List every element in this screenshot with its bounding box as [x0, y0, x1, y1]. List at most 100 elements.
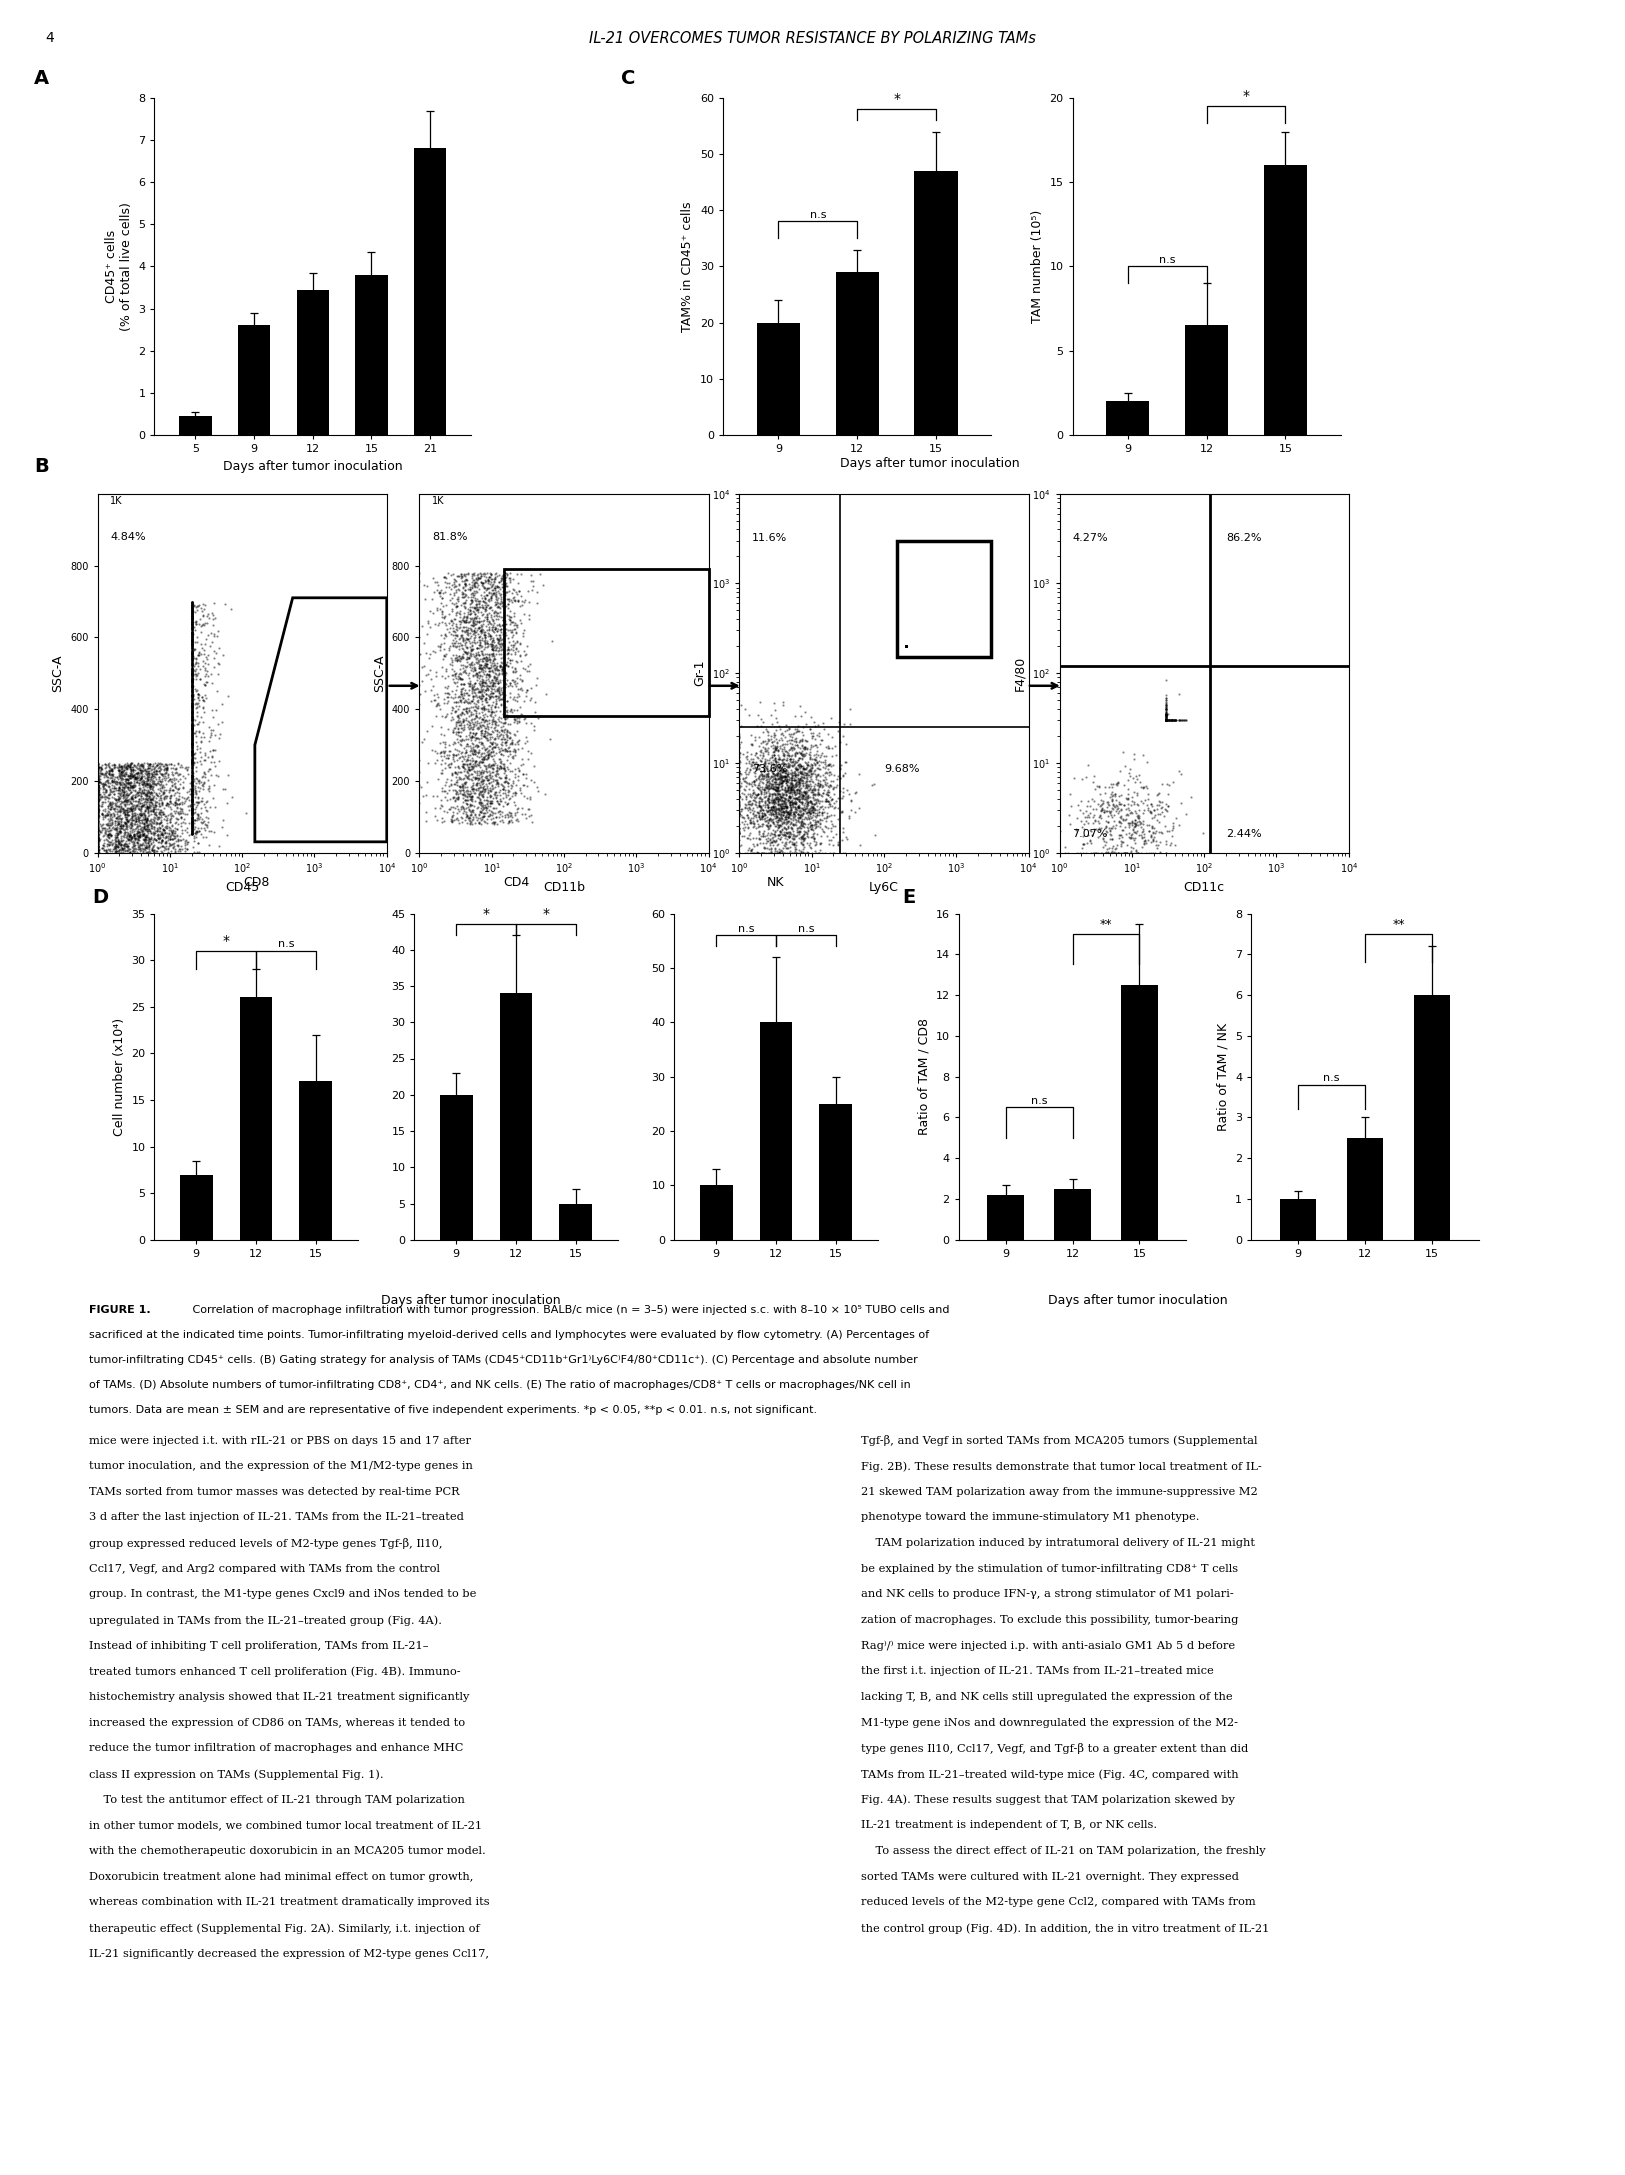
Point [491, 746, 517, 781]
Point [471, 616, 497, 650]
Point [1154, 703, 1180, 737]
Point [119, 748, 145, 783]
Point [785, 761, 811, 796]
Point [1159, 703, 1185, 737]
Point [465, 635, 491, 670]
Point [461, 626, 487, 661]
Point [1152, 809, 1178, 844]
Point [463, 563, 489, 598]
Point [453, 676, 479, 711]
Point [497, 561, 523, 596]
Point [1154, 703, 1180, 737]
Point [772, 781, 798, 816]
Point [159, 826, 185, 861]
Point [179, 635, 205, 670]
Point [1154, 703, 1180, 737]
Point [1162, 703, 1188, 737]
Point [84, 800, 111, 835]
Point [112, 794, 138, 829]
Point [450, 622, 476, 657]
Point [167, 794, 193, 829]
Point [125, 818, 151, 853]
Point [135, 831, 161, 866]
Point [492, 705, 518, 740]
Point [1154, 703, 1180, 737]
Point [104, 800, 130, 835]
Point [457, 600, 483, 635]
Point [1154, 703, 1180, 737]
Point [434, 611, 460, 646]
Point [1154, 703, 1180, 737]
Point [1154, 703, 1180, 737]
Point [133, 763, 159, 798]
Point [774, 787, 800, 822]
Point [1154, 703, 1180, 737]
Point [112, 779, 138, 813]
Point [463, 598, 489, 633]
Point [179, 657, 205, 692]
Point [476, 596, 502, 631]
Point [99, 748, 125, 783]
Point [461, 737, 487, 772]
Point [114, 750, 140, 785]
Point [759, 740, 785, 774]
Point [474, 646, 500, 681]
Point [218, 592, 244, 626]
Point [483, 776, 509, 811]
Point [757, 822, 783, 857]
Point [136, 820, 162, 855]
Point [484, 785, 510, 820]
Point [476, 757, 502, 792]
Point [1154, 703, 1180, 737]
Point [179, 800, 205, 835]
Point [484, 750, 510, 785]
Point [465, 709, 491, 744]
Point [1154, 703, 1180, 737]
Point [150, 763, 176, 798]
Point [198, 624, 224, 659]
Point [1154, 703, 1180, 737]
Point [179, 635, 205, 670]
Point [1116, 809, 1142, 844]
Point [1144, 787, 1170, 822]
Point [84, 763, 111, 798]
Point [1154, 703, 1180, 737]
Point [520, 570, 546, 605]
Point [759, 768, 785, 803]
Point [179, 703, 205, 737]
Point [1115, 763, 1141, 798]
Point [179, 596, 205, 631]
Point [759, 831, 785, 866]
Point [1154, 703, 1180, 737]
Point [796, 792, 822, 826]
Point [892, 629, 918, 663]
Point [136, 833, 162, 868]
Point [1154, 703, 1180, 737]
Point [765, 826, 791, 861]
Point [1107, 779, 1133, 813]
Point [461, 611, 487, 646]
Point [478, 785, 504, 820]
Point [1124, 835, 1150, 870]
Point [1154, 703, 1180, 737]
Point [1154, 703, 1180, 737]
Point [892, 629, 918, 663]
Point [96, 818, 122, 853]
Point [128, 748, 154, 783]
Point [892, 629, 918, 663]
Point [130, 813, 156, 848]
Point [726, 768, 752, 803]
Point [726, 811, 752, 846]
Point [452, 566, 478, 600]
Point [102, 790, 128, 824]
Point [468, 716, 494, 750]
Point [179, 792, 205, 826]
Point [179, 794, 205, 829]
Point [188, 783, 214, 818]
Point [1154, 703, 1180, 737]
Point [502, 785, 528, 820]
Point [133, 807, 159, 842]
Point [1154, 703, 1180, 737]
Point [1133, 824, 1159, 859]
Point [478, 729, 504, 763]
